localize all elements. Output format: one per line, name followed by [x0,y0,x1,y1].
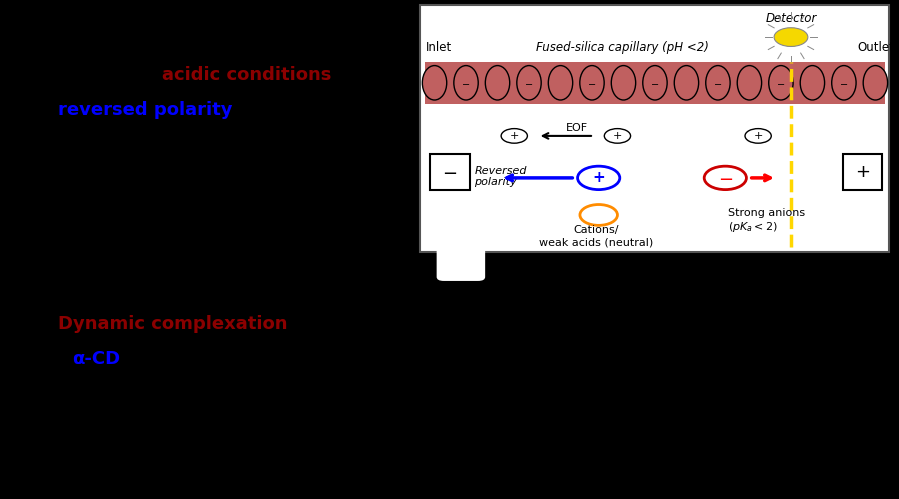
Bar [421,5,889,252]
Ellipse shape [706,65,730,100]
Text: Outlet: Outlet [857,41,894,54]
Text: Inlet: Inlet [426,41,452,54]
Ellipse shape [737,65,761,100]
Ellipse shape [517,65,541,100]
Circle shape [774,28,808,46]
Text: Strong anions
$(pK_a < 2)$: Strong anions $(pK_a < 2)$ [727,208,805,234]
Text: +: + [613,131,622,141]
Ellipse shape [643,65,667,100]
Text: +: + [753,131,763,141]
Text: $-$: $-$ [442,163,458,181]
Ellipse shape [423,65,447,100]
Circle shape [577,166,619,190]
Ellipse shape [769,65,793,100]
Circle shape [745,129,771,143]
Text: Dynamic complexation: Dynamic complexation [58,315,288,333]
Circle shape [501,129,528,143]
Text: $-$: $-$ [650,78,660,88]
Circle shape [604,129,630,143]
Bar [425,62,885,104]
Ellipse shape [580,65,604,100]
Text: $+$: $+$ [855,163,870,181]
Text: $-$: $-$ [717,169,733,187]
Text: $-$: $-$ [714,78,723,88]
Circle shape [580,205,618,226]
Text: α-CD: α-CD [72,350,120,368]
Text: reversed polarity: reversed polarity [58,101,233,119]
Ellipse shape [454,65,478,100]
Text: Detector: Detector [765,12,816,25]
Circle shape [704,166,746,190]
Text: acidic conditions: acidic conditions [163,66,332,84]
Text: $-$: $-$ [587,78,597,88]
FancyBboxPatch shape [437,241,485,281]
Text: Reversed
polarity: Reversed polarity [475,166,527,187]
Text: $-$: $-$ [840,78,849,88]
Text: $-$: $-$ [777,78,786,88]
Text: EOF: EOF [565,123,588,133]
Ellipse shape [832,65,856,100]
Ellipse shape [548,65,573,100]
Ellipse shape [674,65,699,100]
Text: Cations/
weak acids (neutral): Cations/ weak acids (neutral) [539,226,654,247]
Text: $-$: $-$ [461,78,470,88]
Bar [842,154,883,190]
Text: +: + [510,131,519,141]
Ellipse shape [611,65,636,100]
Ellipse shape [485,65,510,100]
Ellipse shape [800,65,824,100]
Bar [430,154,469,190]
Text: Fused-silica capillary (pH <2): Fused-silica capillary (pH <2) [536,41,708,54]
Text: +: + [592,170,605,186]
Text: $-$: $-$ [524,78,534,88]
Ellipse shape [863,65,887,100]
